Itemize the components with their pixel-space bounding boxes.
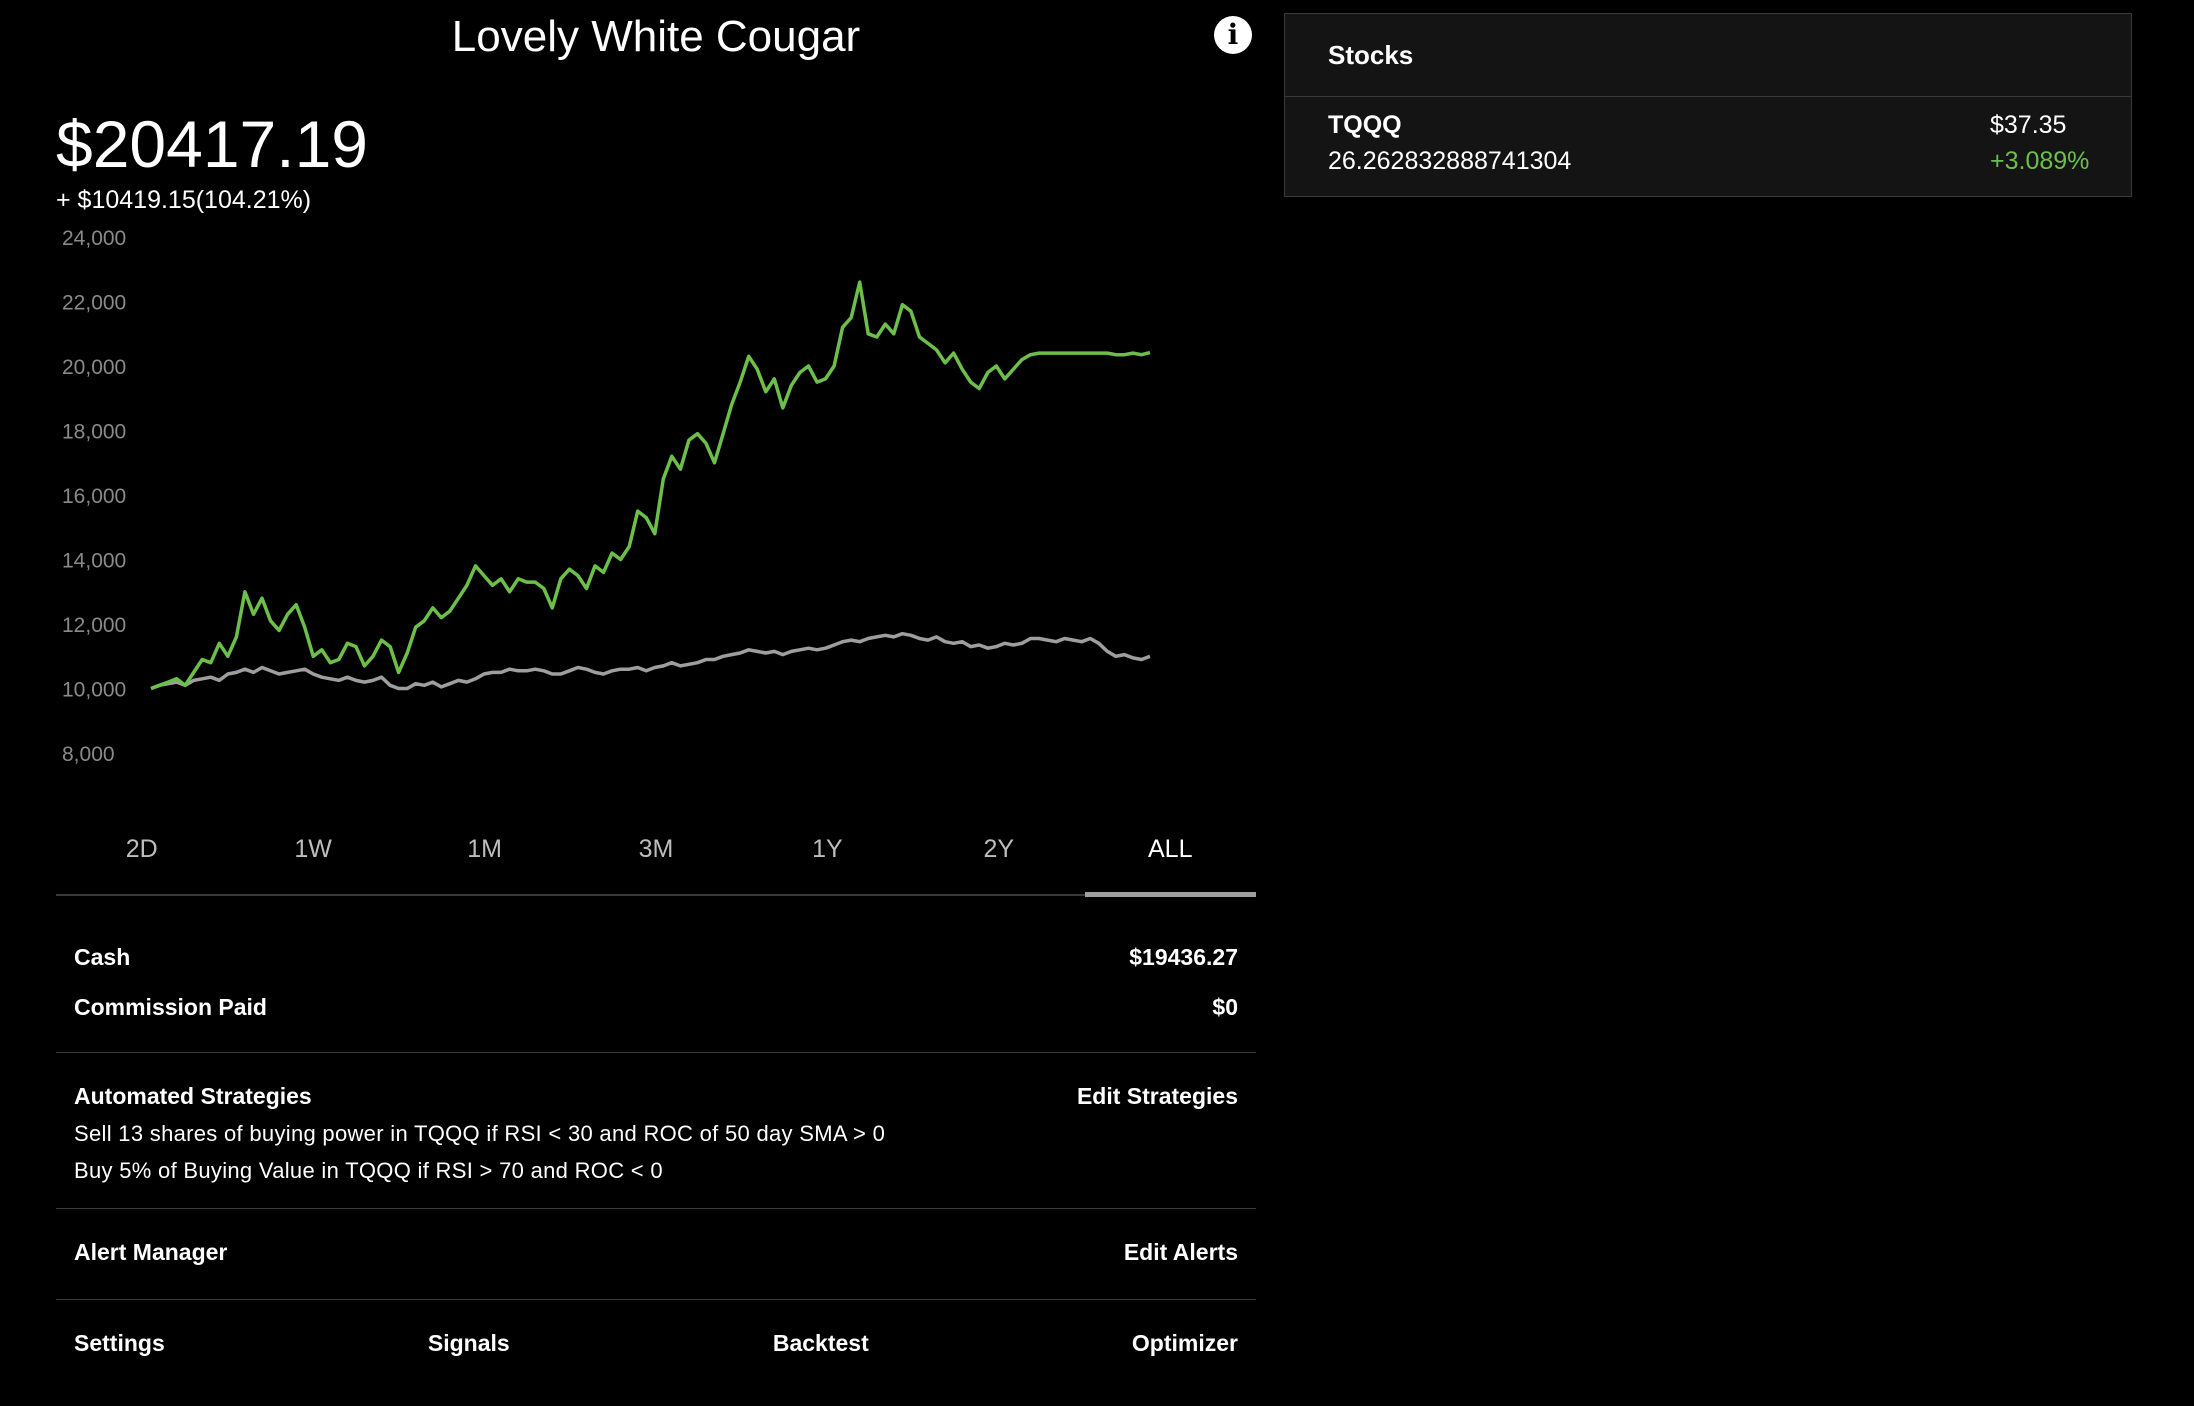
portfolio-title: Lovely White Cougar bbox=[451, 12, 861, 61]
commission-row: Commission Paid $0 bbox=[74, 994, 1238, 1021]
stock-shares: 26.262832888741304 bbox=[1328, 147, 1572, 175]
stocks-panel: Stocks TQQQ 26.262832888741304 $37.35 +3… bbox=[1284, 13, 2132, 197]
y-tick-label: 22,000 bbox=[62, 292, 126, 315]
account-summary: Cash $19436.27 Commission Paid $0 bbox=[56, 896, 1256, 1053]
y-tick-label: 18,000 bbox=[62, 421, 126, 444]
cash-label: Cash bbox=[74, 944, 131, 970]
range-tab-1m[interactable]: 1M bbox=[467, 835, 502, 863]
edit-strategies-button[interactable]: Edit Strategies bbox=[1076, 1083, 1238, 1109]
time-range-tabs: 2D 1W 1M 3M 1Y 2Y ALL bbox=[56, 820, 1257, 897]
range-tab-2y[interactable]: 2Y bbox=[983, 835, 1015, 863]
stocks-header: Stocks bbox=[1285, 14, 2131, 97]
y-tick-label: 20,000 bbox=[62, 356, 126, 379]
y-tick-label: 10,000 bbox=[62, 679, 126, 702]
backtest-button[interactable]: Backtest bbox=[772, 1330, 869, 1356]
alerts-title: Alert Manager bbox=[74, 1239, 228, 1265]
edit-alerts-button[interactable]: Edit Alerts bbox=[1123, 1239, 1238, 1265]
automated-strategies: Automated Strategies Edit Strategies Sel… bbox=[56, 1053, 1256, 1209]
cash-value: $19436.27 bbox=[1129, 944, 1238, 970]
y-tick-label: 24,000 bbox=[62, 227, 126, 250]
benchmark-series-line bbox=[150, 631, 1151, 691]
info-icon[interactable]: i bbox=[1214, 16, 1252, 54]
cash-row: Cash $19436.27 bbox=[74, 944, 1238, 971]
portfolio-change: + $10419.15(104.21%) bbox=[56, 186, 312, 214]
alert-manager: Alert Manager Edit Alerts bbox=[56, 1209, 1256, 1300]
commission-label: Commission Paid bbox=[74, 994, 267, 1020]
stock-symbol: TQQQ bbox=[1328, 111, 1402, 139]
performance-chart: 24,000 22,000 20,000 18,000 16,000 14,000 12,0… bbox=[62, 227, 1151, 766]
stock-price: $37.35 bbox=[1990, 111, 2067, 139]
y-tick-label: 12,000 bbox=[62, 614, 126, 637]
portfolio-series-line bbox=[150, 280, 1151, 691]
stock-change: +3.089% bbox=[1990, 147, 2090, 175]
strategies-header: Automated Strategies Edit Strategies bbox=[74, 1083, 1238, 1110]
portfolio-panel: Lovely White Cougar i $20417.19 + $10419… bbox=[56, 0, 1257, 1406]
portfolio-balance: $20417.19 bbox=[56, 107, 368, 181]
alerts-header: Alert Manager Edit Alerts bbox=[74, 1239, 1238, 1266]
bottom-nav: Settings Signals Backtest Optimizer bbox=[74, 1330, 1238, 1357]
y-tick-label: 14,000 bbox=[62, 550, 126, 573]
range-tab-1y[interactable]: 1Y bbox=[812, 835, 843, 863]
range-tab-all[interactable]: ALL bbox=[1084, 820, 1257, 897]
range-tab-1w[interactable]: 1W bbox=[294, 835, 332, 863]
y-tick-label: 8,000 bbox=[62, 743, 115, 766]
strategy-item: Sell 13 shares of buying power in TQQQ i… bbox=[74, 1121, 886, 1146]
strategies-title: Automated Strategies bbox=[74, 1083, 312, 1109]
optimizer-button[interactable]: Optimizer bbox=[1131, 1330, 1238, 1356]
strategy-item: Buy 5% of Buying Value in TQQQ if RSI > … bbox=[74, 1158, 663, 1183]
stock-row[interactable]: TQQQ 26.262832888741304 $37.35 +3.089% bbox=[1285, 97, 2131, 196]
range-tab-2d[interactable]: 2D bbox=[125, 835, 158, 863]
y-tick-label: 16,000 bbox=[62, 485, 126, 508]
signals-button[interactable]: Signals bbox=[427, 1330, 510, 1356]
commission-value: $0 bbox=[1212, 994, 1238, 1020]
range-tab-3m[interactable]: 3M bbox=[638, 835, 674, 863]
settings-button[interactable]: Settings bbox=[74, 1330, 165, 1356]
